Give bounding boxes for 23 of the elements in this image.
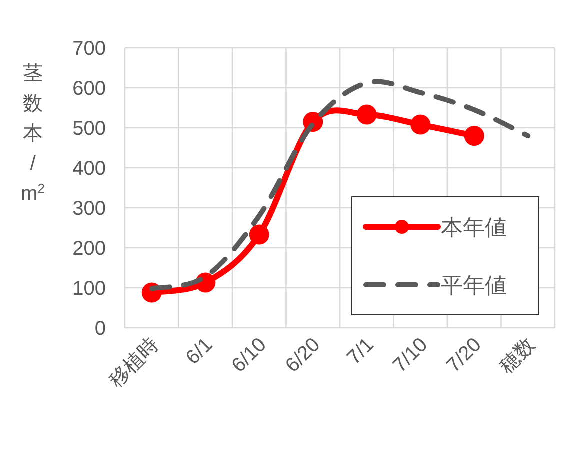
y-tick-label: 700 (72, 38, 106, 60)
ylabel: 茎数本/m$^{2}$ (21, 63, 45, 205)
legend-label: 平年値 (441, 273, 507, 298)
y-tick-label: 400 (72, 158, 106, 180)
x-tick-label: 6/1 (182, 334, 218, 370)
y-tick-label: 500 (72, 118, 106, 140)
x-tick-label: 6/20 (282, 334, 325, 378)
point (356, 104, 377, 125)
point (249, 224, 270, 245)
x-tick-label: 移植時 (105, 334, 164, 392)
x-tick-label: 7/10 (389, 334, 432, 378)
x-tick-label: 6/10 (228, 334, 271, 378)
x-tick-label: 7/20 (442, 334, 486, 378)
y-tick-label: 600 (72, 78, 106, 100)
y-tick-label: 100 (72, 278, 106, 300)
point (410, 114, 431, 135)
legend-label: 本年値 (441, 215, 507, 240)
y-tick-label: 300 (72, 198, 106, 220)
x-tick-label: 7/1 (343, 334, 378, 370)
y-tick-label: 0 (94, 318, 106, 340)
y-tick-label: 200 (72, 238, 106, 260)
point (464, 126, 484, 146)
x-tick-label: 穂数 (496, 334, 540, 378)
